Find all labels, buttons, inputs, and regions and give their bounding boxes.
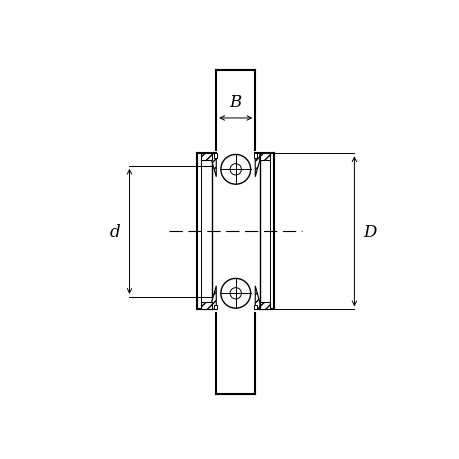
Polygon shape [254, 154, 257, 158]
Polygon shape [211, 286, 216, 309]
Polygon shape [255, 286, 259, 309]
Polygon shape [201, 302, 211, 309]
Polygon shape [214, 305, 217, 309]
Polygon shape [201, 154, 211, 161]
Text: D: D [363, 224, 376, 240]
Polygon shape [254, 305, 257, 309]
Polygon shape [214, 154, 217, 158]
Text: B: B [229, 94, 241, 111]
Circle shape [220, 155, 250, 185]
Circle shape [220, 279, 250, 308]
Text: d: d [110, 224, 120, 240]
Polygon shape [255, 154, 259, 177]
Polygon shape [259, 154, 270, 161]
Polygon shape [211, 154, 216, 177]
Polygon shape [259, 302, 270, 309]
